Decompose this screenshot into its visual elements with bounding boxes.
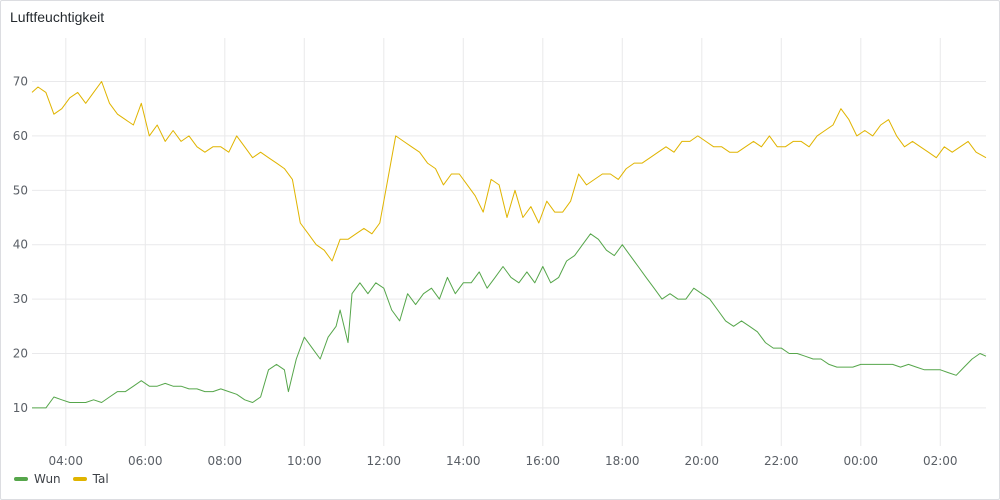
y-tick-label: 50 [13,183,28,197]
x-tick-label: 22:00 [764,454,799,468]
panel-title: Luftfeuchtigkeit [10,9,105,25]
x-tick-label: 14:00 [446,454,481,468]
x-tick-label: 04:00 [48,454,83,468]
y-tick-label: 20 [13,347,28,361]
y-tick-label: 70 [13,75,28,89]
x-tick-label: 20:00 [684,454,719,468]
series-line-wun[interactable] [32,233,987,409]
grid [32,38,986,446]
x-tick-label: 06:00 [128,454,163,468]
x-tick-label: 12:00 [366,454,401,468]
x-tick-label: 16:00 [525,454,560,468]
legend-swatch-tal [72,477,87,481]
legend-label-wun: Wun [34,472,61,486]
y-axis-ticks: 10 20 30 40 50 60 70 [13,75,28,415]
y-tick-label: 30 [13,292,28,306]
y-tick-label: 40 [13,238,28,252]
x-tick-label: 00:00 [843,454,878,468]
legend-swatch-wun [14,477,28,481]
x-tick-label: 18:00 [605,454,640,468]
x-tick-label: 10:00 [287,454,322,468]
y-tick-label: 10 [13,401,28,415]
x-tick-label: 02:00 [923,454,958,468]
legend: Wun Tal [14,472,109,486]
x-tick-label: 08:00 [207,454,242,468]
y-tick-label: 60 [13,129,28,143]
series-lines [31,81,987,409]
legend-label-tal: Tal [92,472,109,486]
series-line-tal[interactable] [31,81,987,262]
legend-item-wun[interactable]: Wun [14,472,61,486]
x-axis-ticks: 04:00 06:00 08:00 10:00 12:00 14:00 16:00 18:00… [48,454,957,468]
legend-item-tal[interactable]: Tal [72,472,109,486]
